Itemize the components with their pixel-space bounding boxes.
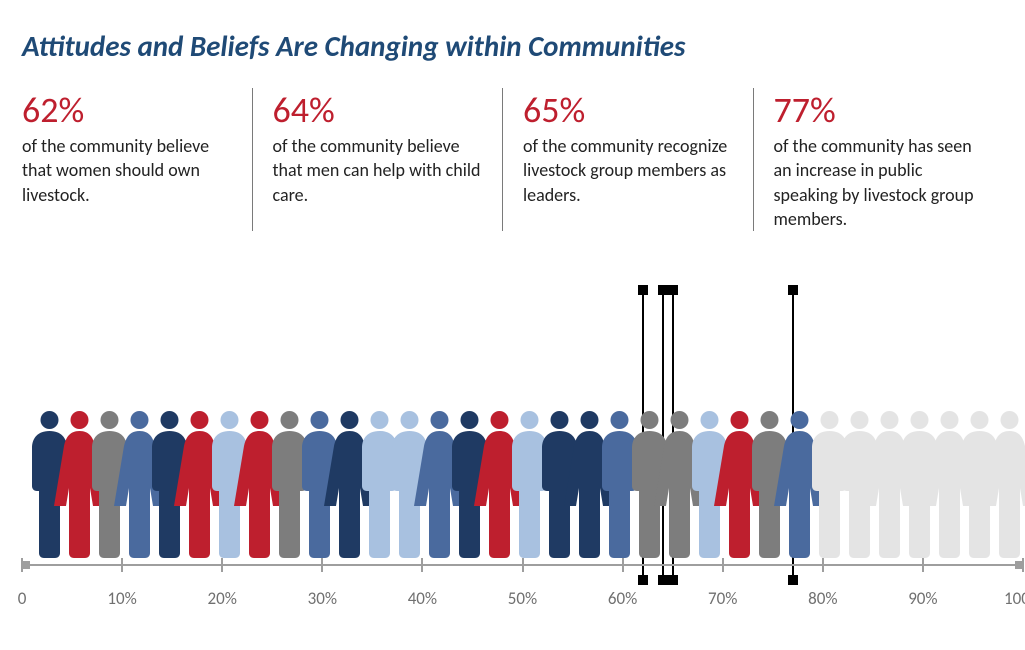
axis-tick-label: 70% — [708, 588, 737, 609]
axis-tick — [922, 558, 924, 572]
axis-tick-label: 50% — [508, 588, 537, 609]
axis-labels: 010%20%30%40%50%60%70%80%90%100% — [22, 588, 1023, 612]
axis-tick — [21, 558, 23, 572]
marker-handle — [658, 285, 668, 295]
stat-percent: 65% — [523, 88, 733, 132]
stat-desc: of the community believe that men can he… — [273, 134, 483, 207]
stat-percent: 64% — [273, 88, 483, 132]
people-chart: 010%20%30%40%50%60%70%80%90%100% — [22, 270, 1023, 630]
axis-tick-label: 60% — [608, 588, 637, 609]
person-woman-icon — [982, 408, 1025, 558]
stat-card: 65% of the community recognize livestock… — [503, 88, 754, 231]
axis-tick — [321, 558, 323, 572]
marker-handle — [668, 285, 678, 295]
stat-desc: of the community has seen an increase in… — [774, 134, 984, 231]
stat-desc: of the community believe that women shou… — [22, 134, 232, 207]
page-title: Attitudes and Beliefs Are Changing withi… — [22, 28, 1003, 64]
stats-row: 62% of the community believe that women … — [22, 88, 1003, 231]
axis-tick — [822, 558, 824, 572]
axis-tick-label: 10% — [107, 588, 136, 609]
stat-card: 64% of the community believe that men ca… — [253, 88, 504, 231]
axis-tick-label: 0 — [18, 588, 27, 609]
axis-tick-label: 80% — [808, 588, 837, 609]
axis-tick-label: 30% — [308, 588, 337, 609]
stat-percent: 77% — [774, 88, 984, 132]
axis-tick — [1022, 558, 1024, 572]
axis-tick — [121, 558, 123, 572]
marker-handle — [638, 285, 648, 295]
stat-card: 62% of the community believe that women … — [22, 88, 253, 231]
axis-tick — [722, 558, 724, 572]
x-axis — [22, 558, 1023, 578]
axis-tick-label: 100% — [1004, 588, 1025, 609]
stat-desc: of the community recognize livestock gro… — [523, 134, 733, 207]
axis-tick — [421, 558, 423, 572]
marker-handle — [788, 285, 798, 295]
axis-endpoint — [22, 561, 30, 569]
axis-tick-label: 40% — [408, 588, 437, 609]
people-row — [22, 382, 1023, 558]
axis-tick — [622, 558, 624, 572]
stat-card: 77% of the community has seen an increas… — [754, 88, 1004, 231]
axis-tick — [221, 558, 223, 572]
axis-tick — [522, 558, 524, 572]
axis-tick-label: 20% — [207, 588, 236, 609]
stat-percent: 62% — [22, 88, 232, 132]
axis-tick-label: 90% — [908, 588, 937, 609]
